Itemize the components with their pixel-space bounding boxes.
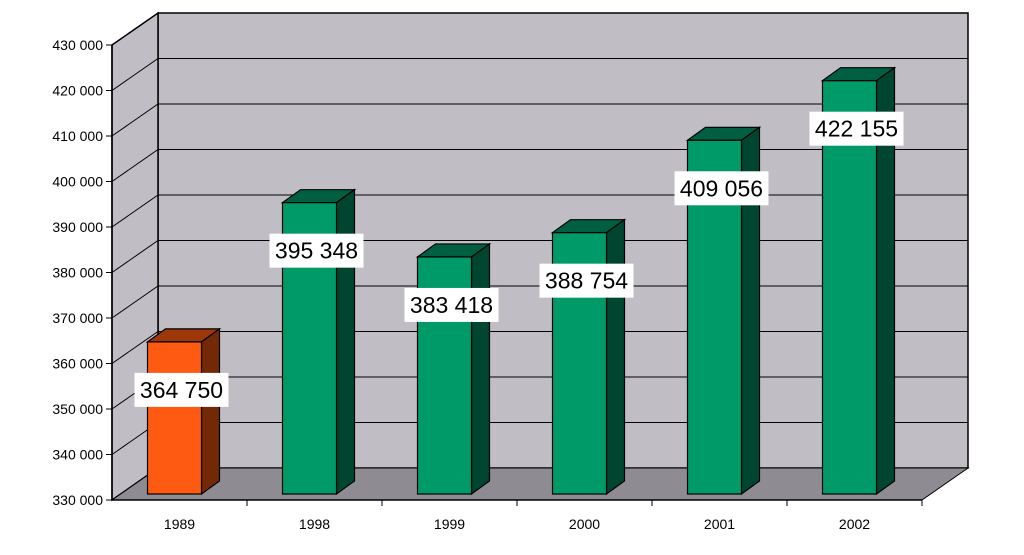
- y-tick-label: 430 000: [52, 37, 103, 53]
- data-label-box: [269, 233, 364, 268]
- bar-2002: [820, 66, 897, 496]
- data-label-text: 409 056: [680, 175, 763, 201]
- x-tick-label: 2000: [569, 516, 600, 532]
- x-tick-label: 1989: [164, 516, 195, 532]
- bar-side-face: [605, 218, 626, 496]
- data-label-text: 388 754: [545, 268, 628, 294]
- gridline: [111, 58, 968, 91]
- axes: 330 000 340 000 350 000 360 000 370 000 380 0…: [52, 37, 923, 532]
- bar-1999: [415, 242, 492, 496]
- gridline: [111, 12, 968, 46]
- data-label: 395 348: [269, 233, 364, 268]
- bar-front-face: [821, 80, 878, 495]
- x-tick-label: 1999: [434, 516, 465, 532]
- bar-2000: [550, 218, 627, 496]
- y-tick-label: 410 000: [52, 128, 103, 144]
- data-label-box: [134, 372, 229, 407]
- y-tick-label: 390 000: [52, 219, 103, 235]
- data-label: 388 754: [539, 263, 634, 298]
- data-label-text: 422 155: [815, 116, 898, 142]
- y-tick-label: 330 000: [52, 492, 103, 508]
- data-label: 364 750: [134, 372, 229, 407]
- data-label: 409 056: [674, 171, 769, 206]
- y-tick-label: 420 000: [52, 83, 103, 99]
- bar-side-face: [200, 327, 221, 496]
- x-tick-label: 2002: [839, 516, 870, 532]
- gridline: [111, 103, 968, 137]
- y-tick-label: 400 000: [52, 174, 103, 190]
- data-label-text: 383 418: [410, 292, 493, 318]
- y-tick-label: 370 000: [52, 310, 103, 326]
- bar-front-face: [146, 341, 203, 495]
- bar-side-face: [470, 242, 491, 496]
- y-tick-label: 340 000: [52, 447, 103, 463]
- data-labels: 364 750 395 348 383 418 388 754 409 056 422 1…: [134, 111, 904, 407]
- data-label: 383 418: [404, 287, 499, 322]
- y-tick-label: 350 000: [52, 401, 103, 417]
- data-label-box: [809, 111, 904, 146]
- data-label-box: [674, 171, 769, 206]
- data-label-text: 395 348: [275, 238, 358, 264]
- x-tick-label: 1998: [299, 516, 330, 532]
- y-tick-label: 360 000: [52, 356, 103, 372]
- y-tick-label: 380 000: [52, 265, 103, 281]
- data-label-box: [404, 287, 499, 322]
- data-label: 422 155: [809, 111, 904, 146]
- x-tick-label: 2001: [704, 516, 735, 532]
- data-label-box: [539, 263, 634, 298]
- bar-1989: [145, 327, 222, 496]
- data-label-text: 364 750: [140, 377, 223, 403]
